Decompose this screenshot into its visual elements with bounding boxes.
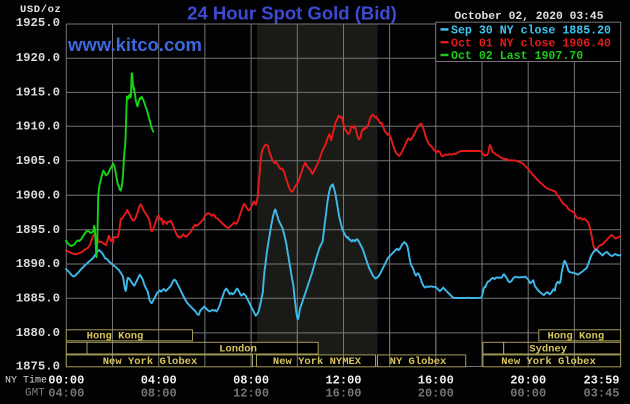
svg-text:08:00: 08:00 — [233, 374, 269, 388]
svg-text:1890.0: 1890.0 — [16, 257, 60, 271]
svg-text:Sydney: Sydney — [529, 343, 568, 355]
svg-text:1920.0: 1920.0 — [16, 51, 60, 65]
svg-text:Hong Kong: Hong Kong — [547, 331, 604, 343]
svg-text:1875.0: 1875.0 — [16, 360, 60, 374]
svg-text:GMT: GMT — [25, 388, 45, 400]
svg-text:24 Hour Spot Gold (Bid): 24 Hour Spot Gold (Bid) — [187, 3, 397, 24]
svg-text:New York Globex: New York Globex — [103, 356, 198, 368]
svg-text:1915.0: 1915.0 — [16, 85, 60, 99]
svg-text:20:00: 20:00 — [510, 374, 546, 388]
svg-text:16:00: 16:00 — [418, 374, 454, 388]
svg-text:New York NYMEX: New York NYMEX — [273, 356, 362, 368]
svg-text:1925.0: 1925.0 — [16, 16, 60, 30]
svg-text:Oct 02 Last 1907.70: Oct 02 Last 1907.70 — [451, 50, 583, 63]
svg-text:20:00: 20:00 — [418, 387, 454, 401]
svg-text:USD/oz: USD/oz — [20, 4, 61, 16]
svg-text:04:00: 04:00 — [141, 374, 177, 388]
svg-text:NY Globex: NY Globex — [390, 356, 447, 368]
svg-text:Hong Kong: Hong Kong — [87, 331, 144, 343]
svg-text:1885.0: 1885.0 — [16, 291, 60, 305]
svg-text:Oct 01 NY close 1906.40: Oct 01 NY close 1906.40 — [451, 37, 611, 50]
svg-text:Sep 30 NY close 1885.20: Sep 30 NY close 1885.20 — [451, 25, 611, 38]
svg-text:1900.0: 1900.0 — [16, 188, 60, 202]
svg-text:04:00: 04:00 — [48, 387, 84, 401]
svg-text:1895.0: 1895.0 — [16, 223, 60, 237]
svg-text:12:00: 12:00 — [325, 374, 361, 388]
svg-text:23:59: 23:59 — [583, 374, 619, 388]
svg-text:NY Time: NY Time — [5, 375, 47, 387]
svg-text:1905.0: 1905.0 — [16, 154, 60, 168]
svg-text:www.kitco.com: www.kitco.com — [67, 34, 202, 55]
svg-text:1880.0: 1880.0 — [16, 326, 60, 340]
svg-text:00:00: 00:00 — [48, 374, 84, 388]
svg-text:1910.0: 1910.0 — [16, 119, 60, 133]
svg-text:October 02, 2020 03:45: October 02, 2020 03:45 — [454, 11, 603, 23]
svg-text:16:00: 16:00 — [325, 387, 361, 401]
svg-text:03:45: 03:45 — [583, 387, 619, 401]
svg-text:08:00: 08:00 — [141, 387, 177, 401]
svg-text:00:00: 00:00 — [510, 387, 546, 401]
svg-text:London: London — [219, 343, 257, 355]
svg-text:12:00: 12:00 — [233, 387, 269, 401]
svg-text:New York Globex: New York Globex — [501, 356, 596, 368]
